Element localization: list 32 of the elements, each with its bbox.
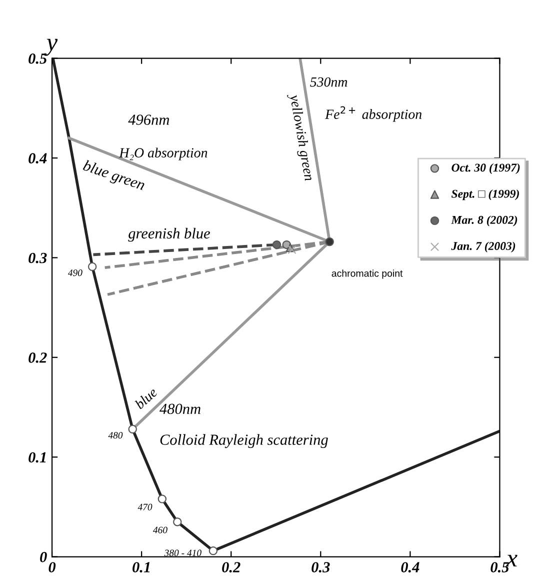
- y-tick-label: 0.4: [28, 153, 47, 164]
- y-tick-label: 0: [40, 552, 47, 562]
- legend-label: Sept. □ (1999): [451, 189, 519, 200]
- y-tick-label: 0.1: [28, 452, 46, 463]
- x-tick-label: 0.4: [401, 562, 420, 572]
- annotation: yellowish green: [286, 92, 315, 182]
- x-tick-label: 0: [48, 562, 56, 572]
- annotation: blue: [134, 386, 158, 410]
- annotation: 480nm: [160, 404, 200, 414]
- legend-label: Oct. 30 (1997): [452, 163, 520, 174]
- y-tick-label: 0.5: [28, 53, 47, 64]
- annotation: Fe$^{2+}$ absorption: [325, 106, 422, 122]
- annotation: 470: [138, 504, 152, 510]
- annotation: 480: [108, 432, 123, 439]
- legend-label: Jan. 7 (2003): [451, 242, 516, 252]
- annotation: 496nm: [128, 114, 170, 125]
- y-tick-label: 0.2: [28, 352, 47, 363]
- legend-label: Mar. 8 (2002): [451, 216, 518, 226]
- annotation: blue green: [82, 160, 146, 194]
- x-tick-label: 0.2: [222, 562, 240, 572]
- annotation: H₂O absorption: [119, 148, 208, 160]
- y-axis-title: y: [44, 38, 58, 56]
- x-tick-label: 0.1: [132, 562, 150, 572]
- y-tick-label: 0.3: [28, 252, 47, 264]
- annotation: 460: [152, 526, 168, 534]
- annotation: achromatic point: [332, 270, 403, 279]
- annotation: Colloid Rayleigh scattering: [160, 434, 328, 448]
- annotation: 380 - 410: [164, 550, 202, 556]
- annotation: greenish blue: [128, 228, 210, 242]
- annotation: 490: [68, 270, 82, 276]
- x-tick-label: 0.3: [312, 562, 330, 572]
- annotation: 530nm: [310, 77, 348, 87]
